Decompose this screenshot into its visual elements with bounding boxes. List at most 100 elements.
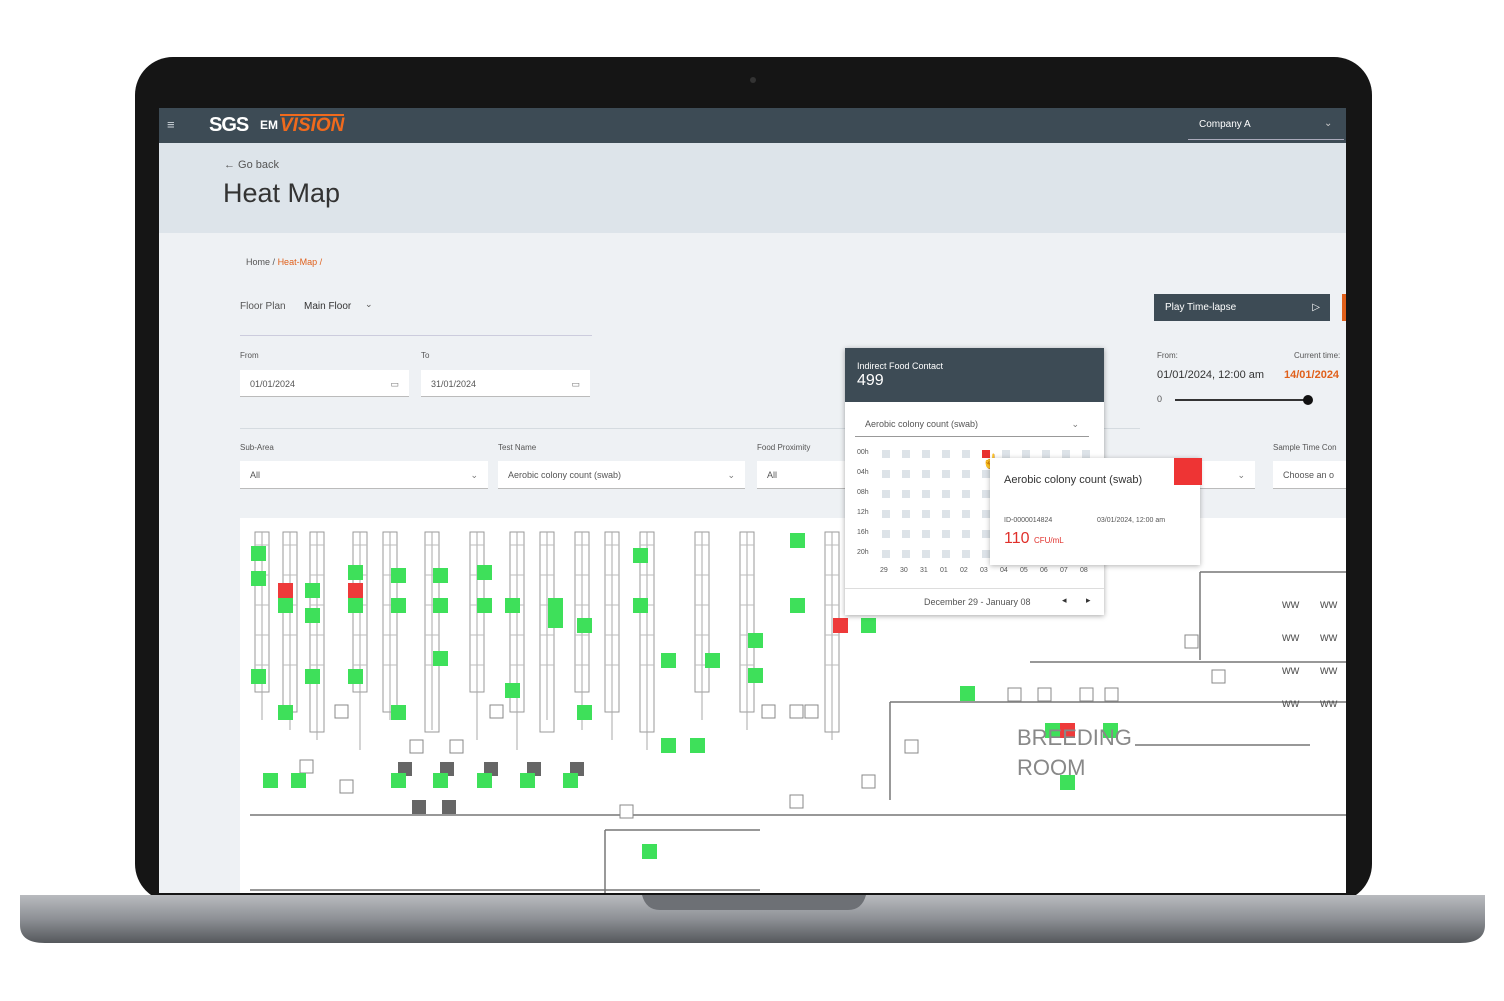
sample-point	[861, 618, 876, 633]
sample-point	[251, 546, 266, 561]
calendar-cell[interactable]	[902, 450, 910, 458]
go-back[interactable]: ← Go back	[224, 159, 280, 171]
symbol: ww	[1281, 597, 1300, 611]
sample-point	[477, 773, 492, 788]
calendar-cell[interactable]	[1062, 450, 1070, 458]
food-proximity-label: Food Proximity	[757, 443, 811, 452]
fixture	[489, 704, 504, 719]
calendar-cell[interactable]	[1042, 450, 1050, 458]
breadcrumb-item[interactable]: Heat-Map	[277, 257, 318, 267]
calendar-cell[interactable]	[962, 450, 970, 458]
sample-time-value: Choose an o	[1283, 470, 1335, 480]
sample-point	[520, 773, 535, 788]
calendar-cell[interactable]	[942, 510, 950, 518]
calendar-cell[interactable]	[982, 470, 990, 478]
company-select[interactable]: Company A	[1199, 119, 1251, 130]
fixture	[904, 739, 919, 754]
breadcrumb: Home / Heat-Map /	[246, 257, 322, 267]
popup-count: 499	[857, 372, 884, 389]
calendar-cell[interactable]	[942, 490, 950, 498]
sample-point	[391, 773, 406, 788]
calendar-cell[interactable]	[1082, 450, 1090, 458]
test-name-select[interactable]: Aerobic colony count (swab) ⌄	[498, 461, 745, 489]
calendar-cell[interactable]	[922, 490, 930, 498]
prev-button[interactable]: ◂	[1062, 595, 1067, 605]
fixture	[789, 704, 804, 719]
calendar-cell[interactable]	[962, 470, 970, 478]
sample-point	[291, 773, 306, 788]
floor-plan-drawing: wwwwwwwwwwwwwwwwwwwwwwww	[250, 531, 1346, 893]
sample-point	[433, 568, 448, 583]
popup-test-select[interactable]: Aerobic colony count (swab) ⌄	[855, 410, 1089, 437]
fixture	[1184, 634, 1199, 649]
calendar-cell[interactable]	[962, 510, 970, 518]
calendar-cell[interactable]	[882, 530, 890, 538]
calendar-cell[interactable]	[1022, 450, 1030, 458]
calendar-cell[interactable]	[1002, 450, 1010, 458]
equipment-block	[484, 762, 498, 776]
calendar-cell[interactable]	[922, 530, 930, 538]
tooltip-test: Aerobic colony count (swab)	[1004, 474, 1143, 486]
calendar-cell[interactable]	[982, 510, 990, 518]
day-label: 04	[1000, 567, 1008, 574]
status-swatch	[1174, 458, 1202, 485]
symbol: ww	[1281, 630, 1300, 644]
calendar-cell[interactable]	[962, 550, 970, 558]
floor-plan-select[interactable]: Main Floor	[304, 301, 352, 312]
calendar-cell[interactable]	[962, 490, 970, 498]
equipment-block	[442, 800, 456, 814]
calendar-cell[interactable]	[942, 470, 950, 478]
brand[interactable]: SGS	[209, 114, 249, 136]
calendar-cell[interactable]	[982, 530, 990, 538]
timelapse-from-label: From:	[1157, 351, 1178, 360]
calendar-cell[interactable]	[902, 550, 910, 558]
laptop-base	[20, 895, 1485, 943]
calendar-cell[interactable]	[882, 510, 890, 518]
sample-point	[433, 651, 448, 666]
day-label: 05	[1020, 567, 1028, 574]
calendar-cell[interactable]	[922, 550, 930, 558]
to-label: To	[421, 351, 430, 360]
calendar-cell[interactable]	[882, 470, 890, 478]
sample-point	[477, 598, 492, 613]
sample-point	[348, 669, 363, 684]
sample-point	[1045, 723, 1060, 738]
calendar-cell[interactable]	[962, 530, 970, 538]
sample-point	[305, 608, 320, 623]
play-label: Play Time-lapse	[1165, 302, 1237, 313]
calendar-cell[interactable]	[902, 510, 910, 518]
play-button[interactable]: Play Time-lapse ▷	[1154, 294, 1330, 321]
calendar-cell[interactable]	[902, 470, 910, 478]
calendar-cell[interactable]	[922, 450, 930, 458]
breadcrumb-item[interactable]: Home	[246, 257, 271, 267]
next-button[interactable]: ▸	[1086, 595, 1091, 605]
calendar-cell[interactable]	[902, 490, 910, 498]
sub-area-select[interactable]: All ⌄	[240, 461, 488, 489]
calendar-cell[interactable]	[882, 450, 890, 458]
calendar-cell[interactable]	[902, 530, 910, 538]
calendar-cell[interactable]	[982, 550, 990, 558]
calendar-cell[interactable]	[982, 490, 990, 498]
calendar-cell[interactable]	[922, 510, 930, 518]
calendar-cell[interactable]	[922, 470, 930, 478]
slider-knob[interactable]	[1303, 395, 1313, 405]
chevron: ⌄	[470, 470, 478, 480]
menu-icon[interactable]: ≡	[167, 117, 175, 132]
calendar-cell[interactable]	[942, 530, 950, 538]
calendar-cell[interactable]	[942, 450, 950, 458]
day-label: 30	[900, 567, 908, 574]
day-label: 31	[920, 567, 928, 574]
slider-start: 0	[1157, 394, 1163, 404]
sample-point	[577, 705, 592, 720]
sample-point	[278, 583, 293, 598]
from-input[interactable]: 01/01/2024 ▭	[240, 370, 409, 397]
calendar-cell[interactable]	[882, 490, 890, 498]
current-time: 14/01/2024	[1284, 369, 1340, 381]
calendar-cell[interactable]	[882, 550, 890, 558]
calendar-cell[interactable]	[982, 450, 990, 458]
to-input[interactable]: 31/01/2024 ▭	[421, 370, 590, 397]
popup-header	[845, 348, 1104, 402]
symbol: ww	[1319, 597, 1338, 611]
calendar-cell[interactable]	[942, 550, 950, 558]
sample-time-select[interactable]: Choose an o	[1273, 461, 1346, 489]
